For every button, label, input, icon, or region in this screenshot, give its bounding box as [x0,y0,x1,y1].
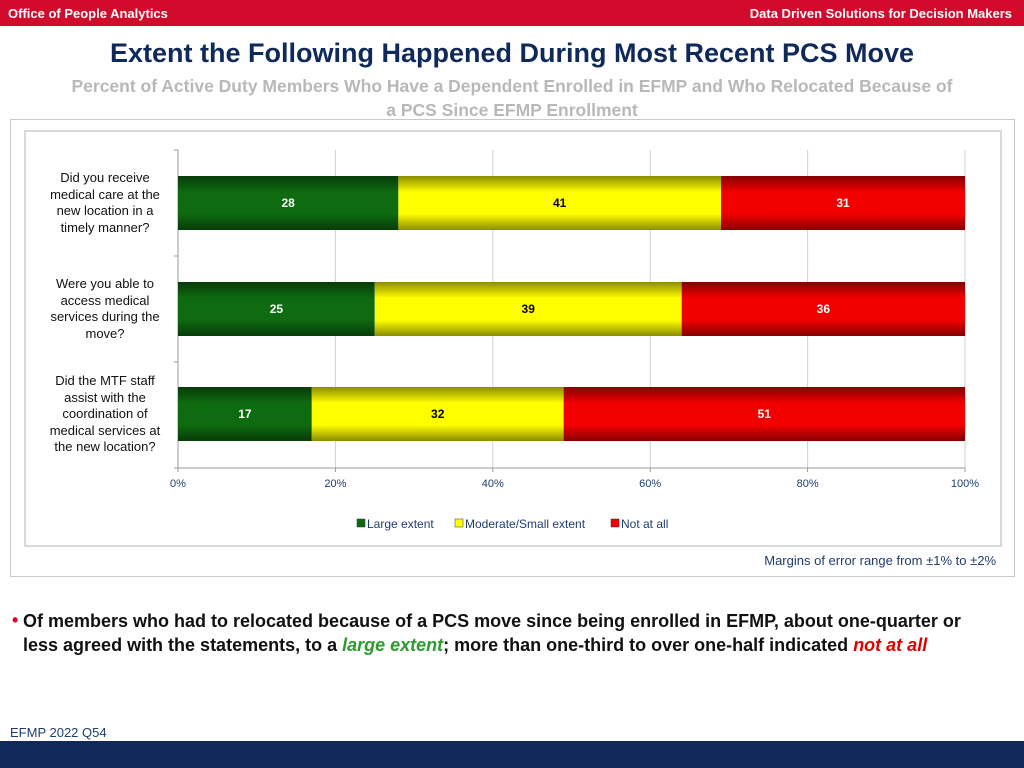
bar-large-extent [178,387,312,441]
page-subtitle: Percent of Active Duty Members Who Have … [8,74,1016,122]
question-label-line: medical services at [49,422,161,438]
key-finding: • Of members who had to relocated becaus… [12,609,992,657]
margin-of-error-note: Margins of error range from ±1% to ±2% [764,553,996,568]
source-footnote: EFMP 2022 Q54 [10,725,107,740]
legend-label: Large extent [367,517,434,531]
legend-swatch [454,518,464,528]
finding-large-extent: large extent [342,635,444,655]
question-label-line: Did you receive [60,170,150,185]
question-label: Were you able to access medical services d… [40,276,170,342]
bar-moderate-small-extent [311,387,564,441]
bar-value-label: 32 [431,407,445,421]
x-tick-label: 60% [639,478,661,490]
tagline: Data Driven Solutions for Decision Maker… [749,6,1012,21]
question-label-line: Were you able to [55,276,155,291]
question-label-line: services during the [50,309,160,324]
bar-large-extent [178,176,399,230]
bar-large-extent [178,282,375,336]
page-title: Extent the Following Happened During Mos… [109,38,915,68]
key-finding-text: Of members who had to relocated because … [12,609,992,657]
x-tick-label: 80% [797,478,819,490]
question-label: Did the MTF staff assist with the coordina… [40,373,170,456]
bar-moderate-small-extent [398,176,722,230]
x-tick-label: 20% [324,478,346,490]
question-label-line: access medical [60,292,150,308]
legend-label: Not at all [621,517,668,531]
bullet-icon: • [12,610,19,630]
question-label: Did you receive medical care at the new lo… [40,170,170,236]
bar-value-label: 31 [836,196,850,210]
x-tick-label: 100% [951,478,979,490]
finding-part-1: Of members who had to relocated because … [23,611,961,655]
question-label-line: timely manner? [60,219,150,235]
bar-value-label: 36 [817,302,831,316]
question-label-line: assist with the [64,389,146,405]
header-bar: Office of People Analytics Data Driven S… [0,0,1024,26]
org-name: Office of People Analytics [8,6,168,21]
question-label-line: the new location? [54,439,156,454]
question-label-line: coordination of [62,406,148,421]
legend-label: Moderate/Small extent [465,517,586,531]
legend-swatch [610,518,620,528]
bar-value-label: 17 [238,407,252,421]
bar-value-label: 39 [522,302,536,316]
question-label-line: move? [85,325,125,341]
x-tick-label: 40% [482,478,504,490]
bar-value-label: 41 [553,196,567,210]
bar-value-label: 51 [758,407,772,421]
bar-moderate-small-extent [374,282,682,336]
footer-bar [0,741,1024,768]
subtitle-line-2: a PCS Since EFMP Enrollment [386,100,638,120]
question-label-line: medical care at the [50,186,160,202]
finding-part-2: ; more than one-third to over one-half i… [443,635,854,655]
question-label-line: Did the MTF staff [55,373,155,388]
finding-not-at-all: not at all [853,635,928,655]
bar-value-label: 25 [270,302,284,316]
bar-not-at-all [721,176,965,230]
question-label-line: new location in a [56,203,154,218]
legend-swatch [356,518,366,528]
bar-value-label: 28 [282,196,296,210]
subtitle-line-1: Percent of Active Duty Members Who Have … [71,76,953,96]
bar-not-at-all [681,282,965,336]
x-tick-label: 0% [170,478,186,490]
bar-not-at-all [563,387,965,441]
